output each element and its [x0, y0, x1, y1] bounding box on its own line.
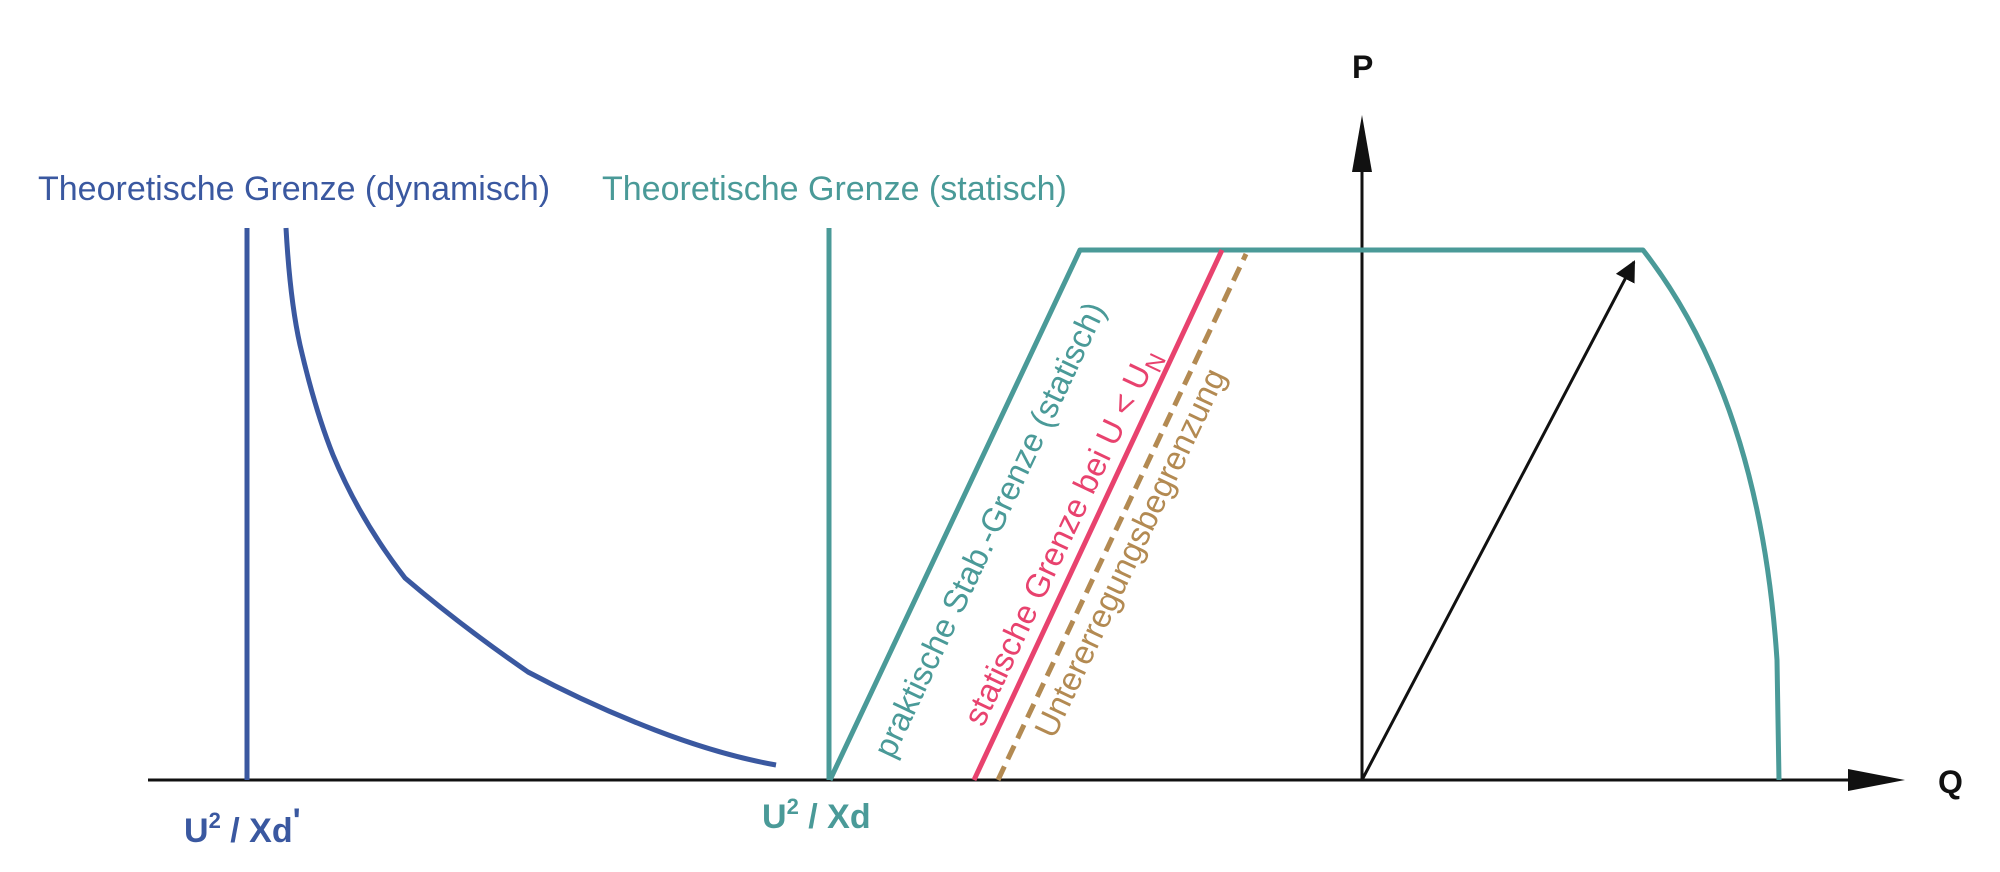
- tick-xd-base: U: [762, 798, 787, 836]
- p-axis-arrow-icon: [1352, 115, 1372, 172]
- tick-xd-prime-mark: ': [293, 802, 301, 840]
- tick-xd-prime-exp: 2: [209, 808, 221, 833]
- tick-label-xd: U2 / Xd: [762, 794, 871, 836]
- tick-xd-rest: / Xd: [799, 798, 871, 836]
- underexcitation-limit-line: [995, 252, 1249, 782]
- tick-label-xd-prime: U2 / Xd': [184, 802, 301, 850]
- tick-xd-prime-rest: / Xd: [221, 812, 293, 850]
- tick-xd-exp: 2: [787, 794, 799, 819]
- q-axis-arrow-icon: [1848, 769, 1905, 791]
- static-limit-label: Theoretische Grenze (statisch): [602, 170, 1067, 208]
- q-axis-label: Q: [1938, 764, 1963, 800]
- tick-xd-prime-base: U: [184, 812, 209, 850]
- dynamic-limit-label: Theoretische Grenze (dynamisch): [38, 170, 550, 208]
- dynamic-limit-curve: [283, 227, 777, 768]
- practical-limit-boundary: [827, 247, 1782, 782]
- operating-point-arrow: [1360, 260, 1636, 781]
- p-axis-label: P: [1352, 49, 1373, 85]
- static-voltage-limit-line: [971, 248, 1225, 782]
